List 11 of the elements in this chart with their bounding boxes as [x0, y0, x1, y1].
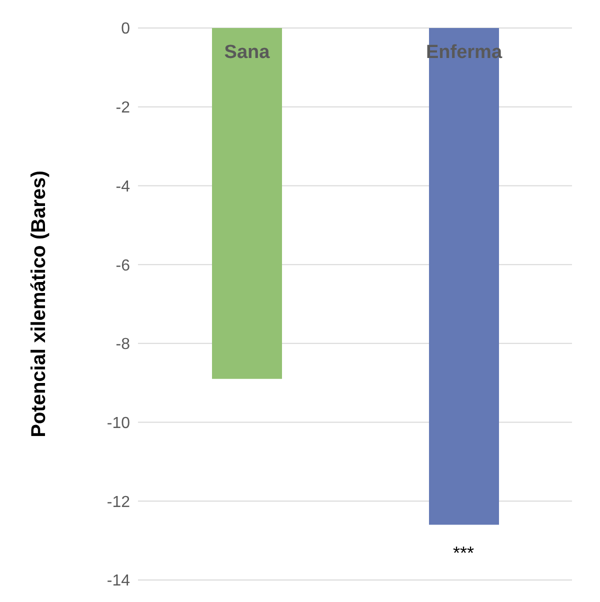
y-tick-label: -14 [106, 572, 130, 590]
annotation: *** [452, 542, 474, 563]
y-tick-label: -12 [106, 494, 130, 511]
y-tick-label: -6 [116, 257, 130, 274]
y-tick-label: -4 [116, 178, 130, 196]
y-axis-title: Potencial xilemático (Bares) [28, 170, 50, 438]
x-tick-label: Sana [224, 42, 270, 63]
y-tick-label: -8 [116, 336, 130, 354]
y-tick-label: 0 [121, 20, 130, 38]
y-tick-label: -10 [106, 414, 130, 432]
y-tick-label: -2 [116, 100, 130, 117]
